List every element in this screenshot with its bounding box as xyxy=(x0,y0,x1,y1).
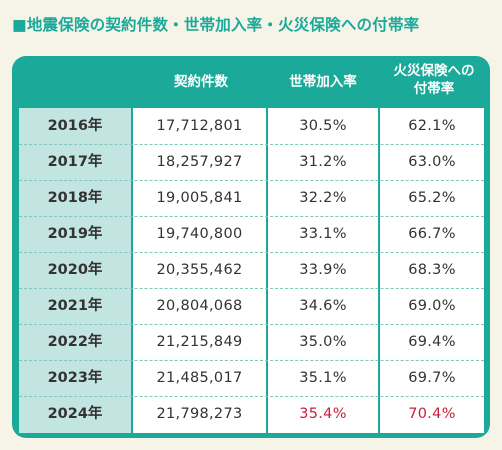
year-cell: 2024年 xyxy=(47,406,103,422)
row-divider xyxy=(19,144,484,145)
row-divider xyxy=(19,180,484,181)
fire-rate-cell: 66.7% xyxy=(408,226,456,242)
count-cell: 20,355,462 xyxy=(156,262,243,278)
year-cell: 2020年 xyxy=(47,262,103,278)
household-rate-cell: 33.9% xyxy=(299,262,347,278)
row-divider xyxy=(19,324,484,325)
fire-rate-cell: 65.2% xyxy=(408,190,456,206)
household-rate-cell: 32.2% xyxy=(299,190,347,206)
count-cell: 20,804,068 xyxy=(156,298,243,314)
table-row: 2016年 17,712,801 30.5% 62.1% xyxy=(19,108,484,144)
row-divider xyxy=(19,216,484,217)
table-row: 2020年 20,355,462 33.9% 68.3% xyxy=(19,252,484,288)
year-cell: 2023年 xyxy=(47,370,103,386)
table-row: 2022年 21,215,849 35.0% 69.4% xyxy=(19,324,484,360)
year-column xyxy=(19,108,131,433)
count-cell: 19,005,841 xyxy=(156,190,243,206)
table-row: 2018年 19,005,841 32.2% 65.2% xyxy=(19,180,484,216)
row-divider xyxy=(19,252,484,253)
year-cell: 2017年 xyxy=(47,154,103,170)
table-row: 2024年 21,798,273 35.4% 70.4% xyxy=(19,396,484,432)
header-household-rate: 世帯加入率 xyxy=(289,74,357,90)
count-cell: 21,215,849 xyxy=(156,334,243,350)
count-column xyxy=(133,108,266,433)
household-column xyxy=(268,108,378,433)
table-row: 2017年 18,257,927 31.2% 63.0% xyxy=(19,144,484,180)
household-rate-cell-highlight: 35.4% xyxy=(299,406,347,422)
year-cell: 2016年 xyxy=(47,118,103,134)
fire-rate-cell: 68.3% xyxy=(408,262,456,278)
year-cell: 2021年 xyxy=(47,298,103,314)
household-rate-cell: 35.1% xyxy=(299,370,347,386)
row-divider xyxy=(19,396,484,397)
fire-rate-cell: 69.0% xyxy=(408,298,456,314)
household-rate-cell: 31.2% xyxy=(299,154,347,170)
data-table: 2016年 17,712,801 30.5% 62.1% 2017年 18,25… xyxy=(19,108,484,433)
fire-rate-cell: 63.0% xyxy=(408,154,456,170)
header-fire-line1: 火災保険への xyxy=(393,63,475,79)
household-rate-cell: 34.6% xyxy=(299,298,347,314)
table-row: 2021年 20,804,068 34.6% 69.0% xyxy=(19,288,484,324)
household-rate-cell: 33.1% xyxy=(299,226,347,242)
fire-rate-cell-highlight: 70.4% xyxy=(408,406,456,422)
row-divider xyxy=(19,288,484,289)
header-fire-line2: 付帯率 xyxy=(413,81,455,97)
count-cell: 19,740,800 xyxy=(156,226,243,242)
count-cell: 21,485,017 xyxy=(156,370,243,386)
fire-column xyxy=(380,108,484,433)
count-cell: 21,798,273 xyxy=(156,406,243,422)
table-row: 2019年 19,740,800 33.1% 66.7% xyxy=(19,216,484,252)
row-divider xyxy=(19,360,484,361)
year-cell: 2019年 xyxy=(47,226,103,242)
table-row: 2023年 21,485,017 35.1% 69.7% xyxy=(19,360,484,396)
count-cell: 18,257,927 xyxy=(156,154,243,170)
page-title: ■地震保険の契約件数・世帯加入率・火災保険への付帯率 xyxy=(12,16,420,34)
household-rate-cell: 35.0% xyxy=(299,334,347,350)
fire-rate-cell: 69.4% xyxy=(408,334,456,350)
header-fire-attachment-rate: 火災保険への 付帯率 xyxy=(379,62,489,98)
header-contract-count: 契約件数 xyxy=(174,74,228,90)
fire-rate-cell: 69.7% xyxy=(408,370,456,386)
year-cell: 2018年 xyxy=(47,190,103,206)
count-cell: 17,712,801 xyxy=(156,118,243,134)
household-rate-cell: 30.5% xyxy=(299,118,347,134)
fire-rate-cell: 62.1% xyxy=(408,118,456,134)
year-cell: 2022年 xyxy=(47,334,103,350)
